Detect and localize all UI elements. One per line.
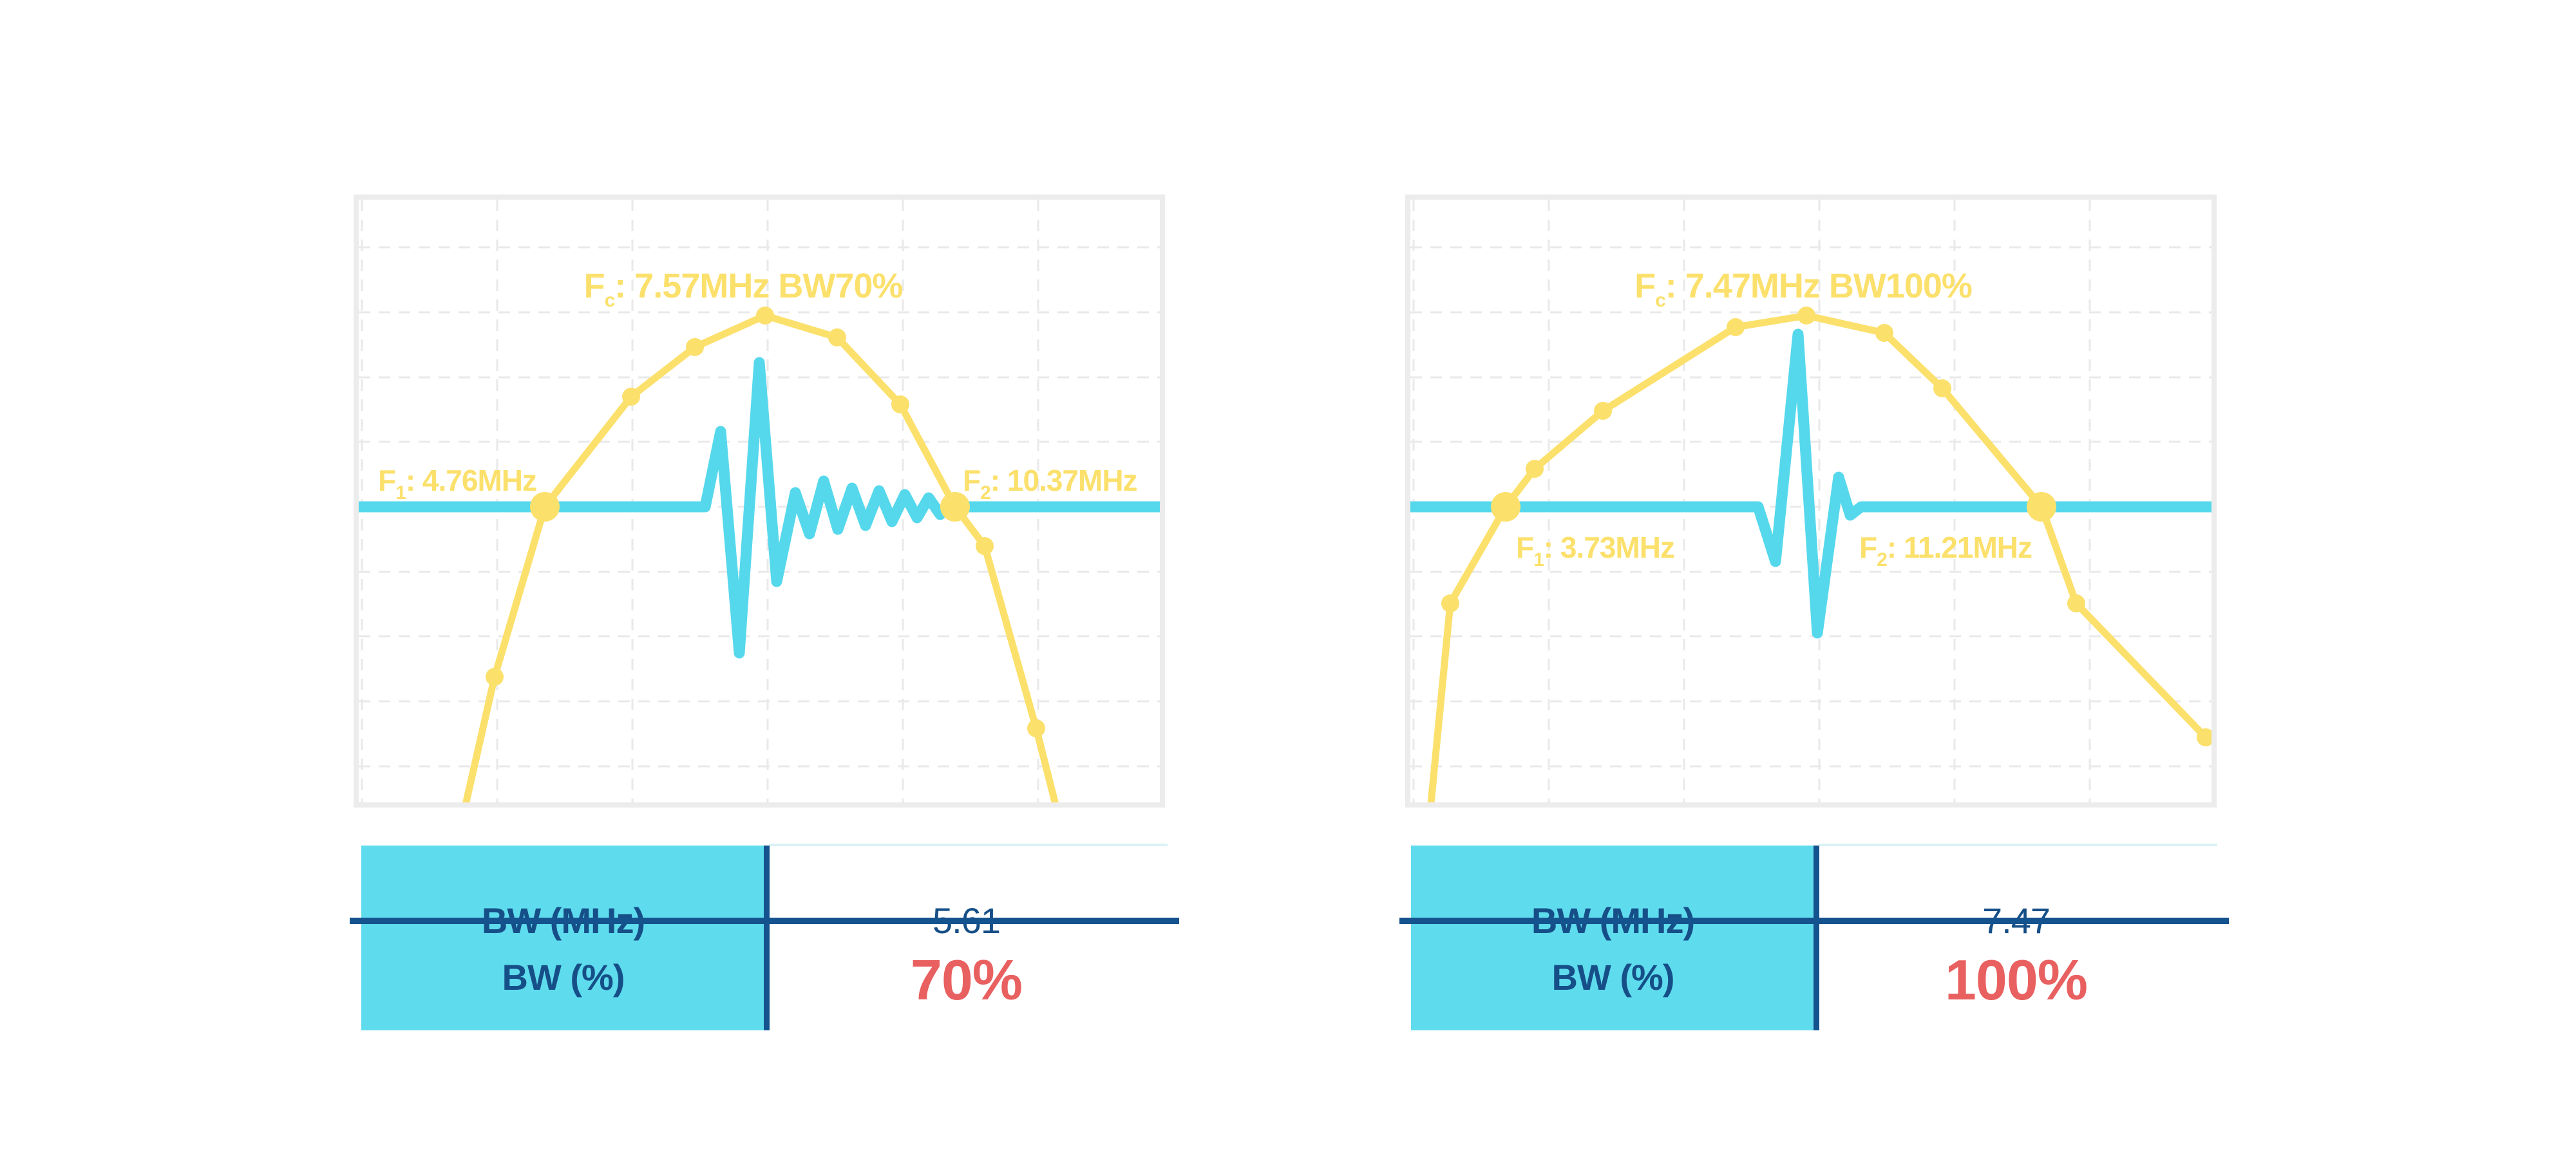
spectrum-point-marker — [2067, 594, 2085, 612]
bw-summary-table-bw70: BW (MHz) 5.61 BW (%) 70% — [350, 844, 1179, 1030]
spectrum-point-marker — [1441, 594, 1459, 612]
cutoff-frequency-marker — [530, 492, 560, 522]
bw-pct-label: BW (%) — [502, 957, 625, 998]
spectrum-point-marker — [486, 668, 504, 686]
spectrum-curve — [462, 312, 1059, 802]
f1-annotation: F1: 3.73MHz — [1516, 531, 1674, 571]
center-frequency-annotation: Fc: 7.57MHz BW70% — [584, 267, 903, 311]
spectrum-point-marker — [1727, 318, 1745, 336]
cutoff-frequency-marker — [2027, 492, 2056, 522]
pulse-waveform — [359, 357, 1160, 659]
spectrum-point-marker — [828, 328, 846, 346]
spectrum-curve — [1427, 312, 2210, 802]
f2-annotation: F2: 10.37MHz — [963, 464, 1137, 504]
spectrum-point-marker — [686, 338, 704, 356]
f1-annotation: F1: 4.76MHz — [378, 464, 536, 504]
spectrum-point-marker — [891, 395, 909, 413]
f2-annotation: F2: 11.21MHz — [1859, 531, 2032, 571]
chart-svg-bw100: Fc: 7.47MHz BW100% F1: 3.73MHz F2: 11.21… — [1410, 200, 2211, 802]
chart-panel-bw100: Fc: 7.47MHz BW100% F1: 3.73MHz F2: 11.21… — [1405, 194, 2217, 808]
spectrum-point-marker — [2197, 728, 2211, 746]
pulse-waveform — [1410, 328, 2211, 639]
value-column-top-line — [769, 844, 1168, 846]
center-frequency-annotation: Fc: 7.47MHz BW100% — [1634, 267, 1972, 311]
chart-svg-bw70: Fc: 7.57MHz BW70% F1: 4.76MHz F2: 10.37M… — [359, 200, 1160, 802]
table-column-divider — [1814, 846, 1819, 1030]
chart-panel-bw70: Fc: 7.57MHz BW70% F1: 4.76MHz F2: 10.37M… — [354, 194, 1165, 808]
bw-pct-label: BW (%) — [1551, 957, 1675, 998]
spectrum-point-marker — [976, 537, 994, 555]
table-header-column — [1411, 846, 1815, 1030]
spectrum-markers — [486, 307, 1045, 737]
bw-pct-value: 100% — [1944, 948, 2088, 1012]
spectrum-point-marker — [1875, 324, 1893, 342]
bw-summary-table-bw100: BW (MHz) 7.47 BW (%) 100% — [1399, 844, 2229, 1030]
spectrum-point-marker — [1526, 460, 1544, 478]
spectrum-markers — [1441, 307, 2211, 746]
spectrum-point-marker — [1797, 307, 1815, 325]
spectrum-point-marker — [1933, 379, 1951, 397]
cutoff-frequency-marker — [1491, 492, 1520, 522]
table-column-divider — [764, 846, 770, 1030]
bw-pct-value: 70% — [910, 948, 1023, 1012]
spectrum-point-marker — [622, 388, 640, 406]
cutoff-frequency-marker — [940, 492, 970, 522]
spectrum-point-marker — [1594, 402, 1612, 420]
value-column-top-line — [1819, 844, 2217, 846]
spectrum-point-marker — [1027, 719, 1045, 737]
spectrum-point-marker — [756, 307, 774, 325]
table-header-column — [361, 846, 765, 1030]
